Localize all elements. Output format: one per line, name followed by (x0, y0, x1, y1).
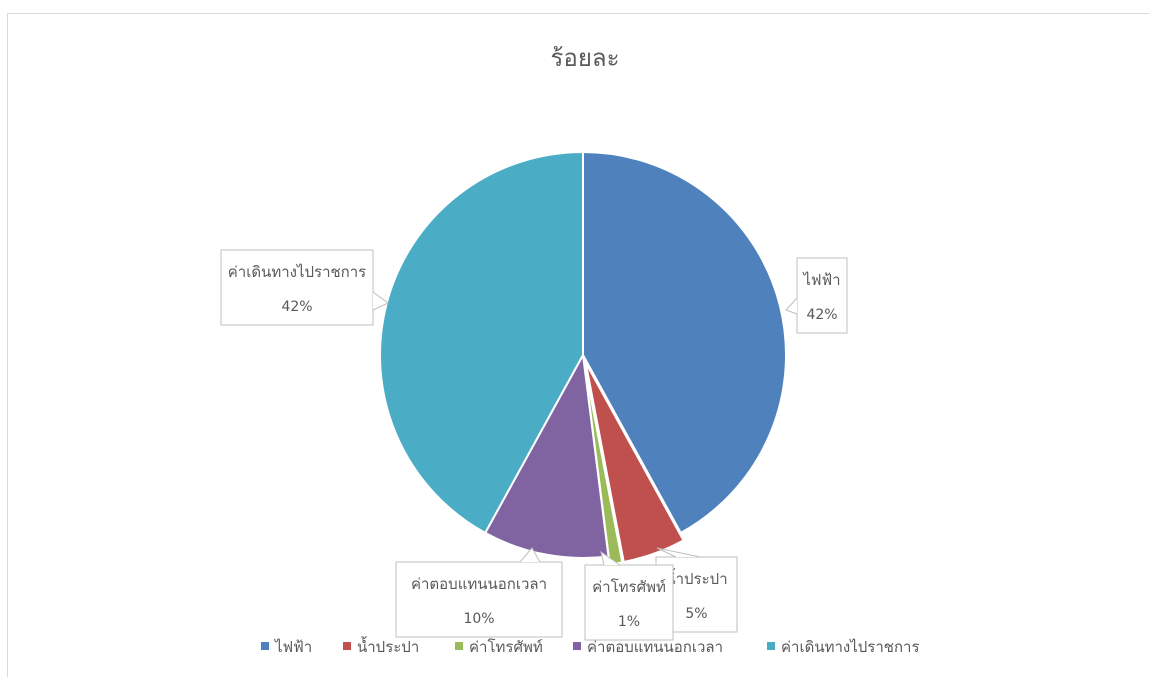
data-label: ไฟฟ้า 42% (785, 257, 848, 334)
data-label-pointer (372, 291, 389, 311)
data-label: ค่าเดินทางไปราชการ 42% (220, 249, 389, 326)
chart-frame (7, 13, 1149, 677)
data-label-pointer (656, 547, 701, 558)
data-label-value: 10% (463, 611, 494, 627)
data-label-pointer (600, 550, 621, 566)
pie-slice (584, 362, 685, 564)
legend-label: ค่าเดินทางไปราชการ (781, 638, 920, 656)
legend-swatch (261, 642, 269, 650)
data-label-category: ค่าเดินทางไปราชการ (228, 263, 367, 281)
legend-label: ค่าตอบแทนนอกเวลา (587, 638, 723, 656)
pie-slice (582, 150, 787, 535)
data-label: ค่าโทรศัพท์ 1% (584, 550, 674, 641)
pie-slice (379, 150, 584, 535)
data-label-category: ไฟฟ้า (802, 271, 840, 289)
data-label-value: 5% (685, 606, 707, 622)
chart-title: ร้อยละ (551, 44, 620, 72)
legend-swatch (767, 642, 775, 650)
data-label-value: 42% (806, 307, 837, 323)
data-labels: ไฟฟ้า 42% น้ำประปา 5% ค่าโทรศัพท์ 1% ค่าตอบแทน… (220, 249, 848, 641)
legend: ไฟฟ้า น้ำประปา ค่าโทรศัพท์ ค่าตอบแทนนอกเวลา… (261, 636, 920, 656)
legend-label: น้ำประปา (357, 636, 419, 656)
data-label-category: ค่าโทรศัพท์ (592, 578, 666, 596)
legend-swatch (343, 642, 351, 650)
data-label: ค่าตอบแทนนอกเวลา 10% (395, 547, 563, 638)
legend-swatch (573, 642, 581, 650)
data-label-box (395, 561, 563, 638)
legend-item: ค่าตอบแทนนอกเวลา (573, 638, 723, 656)
data-label-value: 42% (281, 299, 312, 315)
data-label-category: ค่าตอบแทนนอกเวลา (411, 575, 547, 593)
data-label-pointer (519, 547, 541, 563)
legend-item: ค่าโทรศัพท์ (455, 638, 543, 656)
legend-swatch (455, 642, 463, 650)
data-label-value: 1% (618, 614, 640, 630)
data-label-box (584, 564, 674, 641)
data-label-pointer (785, 297, 798, 315)
legend-label: ค่าโทรศัพท์ (469, 638, 543, 656)
legend-label: ไฟฟ้า (274, 638, 312, 656)
data-label-box (220, 249, 374, 326)
legend-item: ค่าเดินทางไปราชการ (767, 638, 920, 656)
pie-slices (379, 150, 787, 566)
legend-item: น้ำประปา (343, 636, 419, 656)
legend-item: ไฟฟ้า (261, 638, 312, 656)
data-label-box (796, 257, 848, 334)
data-label-category: น้ำประปา (665, 568, 727, 588)
